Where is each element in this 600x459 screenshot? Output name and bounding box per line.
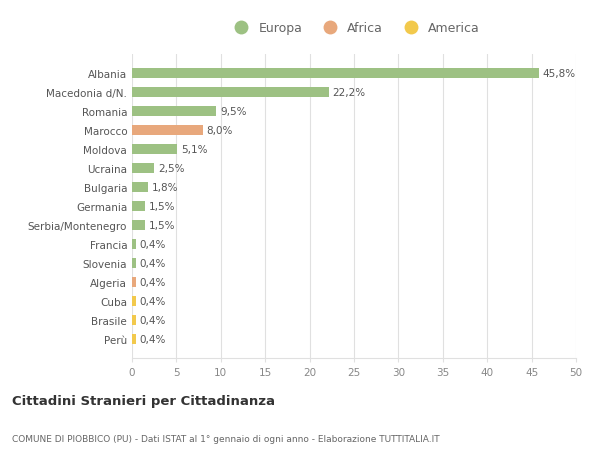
- Text: 0,4%: 0,4%: [139, 334, 166, 344]
- Text: 1,5%: 1,5%: [149, 220, 175, 230]
- Bar: [132, 239, 136, 250]
- Text: COMUNE DI PIOBBICO (PU) - Dati ISTAT al 1° gennaio di ogni anno - Elaborazione T: COMUNE DI PIOBBICO (PU) - Dati ISTAT al …: [12, 434, 440, 442]
- Text: 2,5%: 2,5%: [158, 164, 184, 174]
- Text: 0,4%: 0,4%: [139, 240, 166, 249]
- Bar: [132, 69, 539, 79]
- Text: 1,5%: 1,5%: [149, 202, 175, 212]
- Legend: Europa, Africa, America: Europa, Africa, America: [228, 22, 480, 35]
- Text: 45,8%: 45,8%: [542, 69, 575, 79]
- Bar: [132, 334, 136, 344]
- Bar: [132, 126, 203, 136]
- Text: 9,5%: 9,5%: [220, 107, 247, 117]
- Bar: [132, 163, 154, 174]
- Bar: [132, 296, 136, 307]
- Text: 0,4%: 0,4%: [139, 258, 166, 269]
- Text: 0,4%: 0,4%: [139, 315, 166, 325]
- Bar: [132, 277, 136, 287]
- Bar: [132, 106, 217, 117]
- Text: 8,0%: 8,0%: [206, 126, 233, 136]
- Bar: [132, 220, 145, 231]
- Bar: [132, 258, 136, 269]
- Text: 1,8%: 1,8%: [152, 183, 178, 193]
- Text: 22,2%: 22,2%: [332, 88, 366, 98]
- Bar: [132, 182, 148, 193]
- Bar: [132, 202, 145, 212]
- Bar: [132, 315, 136, 325]
- Bar: [132, 145, 177, 155]
- Bar: [132, 88, 329, 98]
- Text: 0,4%: 0,4%: [139, 296, 166, 306]
- Text: 0,4%: 0,4%: [139, 277, 166, 287]
- Text: 5,1%: 5,1%: [181, 145, 208, 155]
- Text: Cittadini Stranieri per Cittadinanza: Cittadini Stranieri per Cittadinanza: [12, 394, 275, 407]
